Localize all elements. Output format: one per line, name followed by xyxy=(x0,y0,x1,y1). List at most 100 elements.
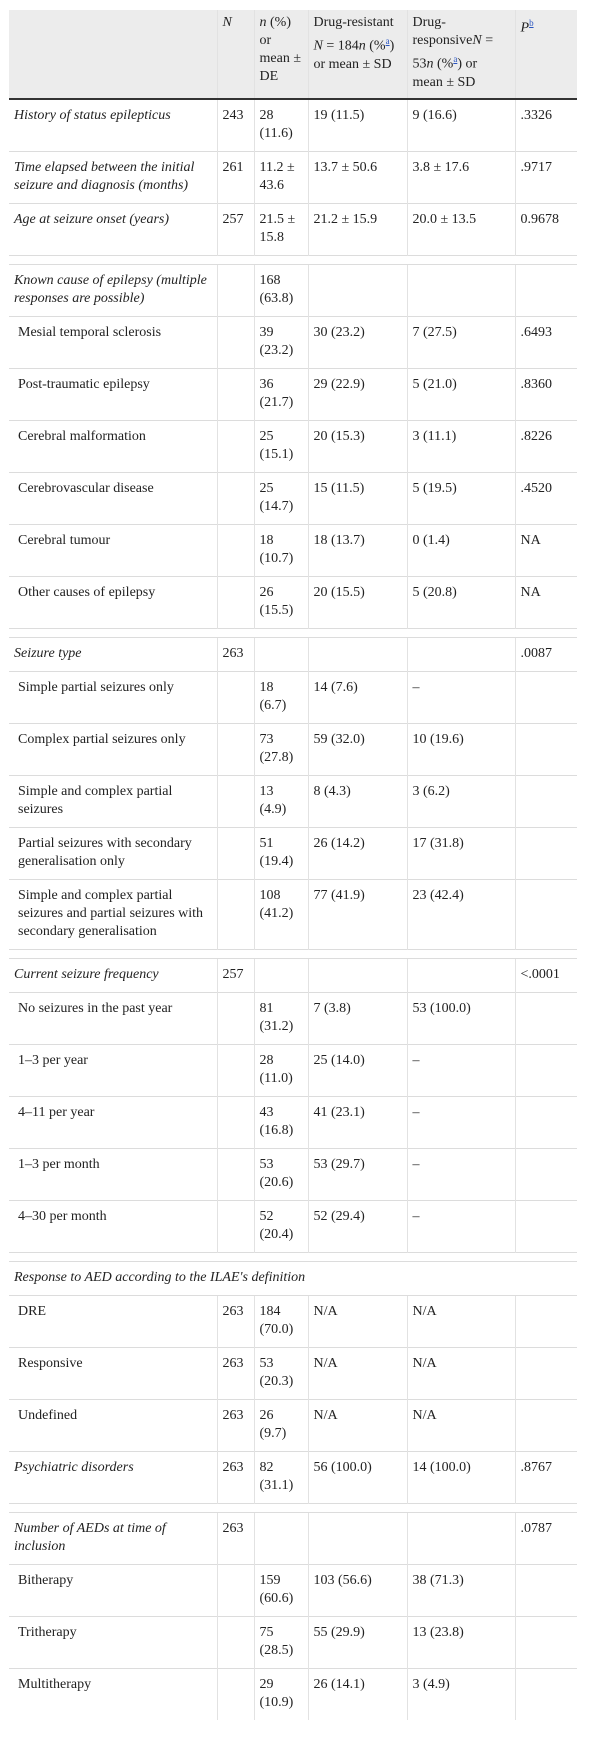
table-cell: 21.5 ± 15.8 xyxy=(253,202,308,256)
table-cell xyxy=(216,471,254,525)
table-cell: 30 (23.2) xyxy=(307,315,407,369)
table-row: Cerebral malformation 25 (15.1) 20 (15.3) 3… xyxy=(9,419,577,473)
header-cell: Drug-responsiveN = 53n (%a) or mean ± SD xyxy=(406,10,515,100)
row-label: 4–30 per month xyxy=(9,1199,217,1253)
table-cell: 25 (15.1) xyxy=(253,419,308,473)
table-cell xyxy=(406,263,515,317)
table-cell: 13 (4.9) xyxy=(253,774,308,828)
header-text: Drug-responsive xyxy=(412,15,473,48)
table-cell xyxy=(514,1043,577,1097)
table-cell xyxy=(216,1615,254,1669)
table-cell xyxy=(216,315,254,369)
table-row: 4–11 per year 43 (16.8) 41 (23.1) – xyxy=(9,1095,577,1149)
table-cell: 3 (6.2) xyxy=(406,774,515,828)
header-symbol: n xyxy=(358,38,366,54)
table-cell: 19 (11.5) xyxy=(307,98,407,152)
table-cell: 257 xyxy=(216,202,254,256)
table-cell xyxy=(514,670,577,724)
table-row: Simple and complex partial seizures and … xyxy=(9,878,577,950)
table-cell: 25 (14.0) xyxy=(307,1043,407,1097)
table-cell: 159 (60.6) xyxy=(253,1563,308,1617)
table-cell xyxy=(216,1667,254,1720)
table-cell: – xyxy=(406,1199,515,1253)
table-cell xyxy=(514,263,577,317)
table-row: Simple partial seizures only 18 (6.7) 14 (… xyxy=(9,670,577,724)
table-cell xyxy=(307,957,407,993)
row-label: Partial seizures with secondary generali… xyxy=(9,826,217,880)
row-label: Age at seizure onset (years) xyxy=(9,202,217,256)
table-cell: 36 (21.7) xyxy=(253,367,308,421)
footnote-link[interactable]: a xyxy=(453,54,458,64)
table-cell: 13 (23.8) xyxy=(406,1615,515,1669)
table-cell: 51 (19.4) xyxy=(253,826,308,880)
table-cell: N/A xyxy=(307,1398,407,1452)
footnote-ref: a xyxy=(453,52,457,65)
row-label: 1–3 per month xyxy=(9,1147,217,1201)
table-cell xyxy=(216,722,254,776)
row-label: Seizure type xyxy=(9,636,217,672)
table-cell xyxy=(514,1199,577,1253)
table-cell: 3 (4.9) xyxy=(406,1667,515,1720)
footnote-link[interactable]: b xyxy=(529,18,534,28)
table-cell: 43 (16.8) xyxy=(253,1095,308,1149)
table-cell xyxy=(216,1147,254,1201)
table-cell: 41 (23.1) xyxy=(307,1095,407,1149)
table-cell: N/A xyxy=(406,1398,515,1452)
footnote-ref: a xyxy=(386,34,390,47)
table-cell: 17 (31.8) xyxy=(406,826,515,880)
table-cell xyxy=(216,991,254,1045)
table-cell xyxy=(216,263,254,317)
table-cell: 184 (70.0) xyxy=(253,1294,308,1348)
header-symbol: N xyxy=(472,33,482,48)
table-cell: .8360 xyxy=(514,367,577,421)
table-cell: 263 xyxy=(216,1450,254,1504)
spacer-row xyxy=(9,948,577,959)
table-cell: 9 (16.6) xyxy=(406,98,515,152)
table-cell: – xyxy=(406,670,515,724)
table-cell: 29 (10.9) xyxy=(253,1667,308,1720)
table-cell: 14 (7.6) xyxy=(307,670,407,724)
table-cell xyxy=(216,575,254,629)
table-cell: 10 (19.6) xyxy=(406,722,515,776)
row-label: Bitherapy xyxy=(9,1563,217,1617)
footnote-link[interactable]: a xyxy=(385,36,390,46)
table-cell: .0087 xyxy=(514,636,577,672)
table-cell: 7 (3.8) xyxy=(307,991,407,1045)
table-cell: 168 (63.8) xyxy=(253,263,308,317)
header-symbol: N xyxy=(222,15,232,30)
table-row: Psychiatric disorders 263 82 (31.1) 56 (100… xyxy=(9,1450,577,1504)
table-cell: 26 (14.2) xyxy=(307,826,407,880)
table-row: Current seizure frequency 257 <.0001 xyxy=(9,957,577,993)
table-cell: 20 (15.3) xyxy=(307,419,407,473)
header-text: = 53 xyxy=(412,33,494,72)
row-label: Cerebrovascular disease xyxy=(9,471,217,525)
table-cell xyxy=(514,722,577,776)
spacer-cell xyxy=(9,627,577,638)
table-cell xyxy=(514,878,577,950)
table-row: Complex partial seizures only 73 (27.8) 59… xyxy=(9,722,577,776)
table-cell: 263 xyxy=(216,1398,254,1452)
table-cell: 5 (21.0) xyxy=(406,367,515,421)
table-cell xyxy=(216,878,254,950)
header-text: Drug-resistant xyxy=(313,15,394,30)
table-cell: 56 (100.0) xyxy=(307,1450,407,1504)
table-row: Seizure type 263 .0087 xyxy=(9,636,577,672)
spacer-cell xyxy=(9,948,577,959)
header-cell: Pb xyxy=(514,10,577,100)
table-cell xyxy=(406,1511,515,1565)
table-cell xyxy=(514,1346,577,1400)
table-cell: 53 (29.7) xyxy=(307,1147,407,1201)
table-cell xyxy=(216,1043,254,1097)
table-cell xyxy=(307,636,407,672)
table-cell: 26 (15.5) xyxy=(253,575,308,629)
table-row: Bitherapy 159 (60.6) 103 (56.6) 38 (71.3) xyxy=(9,1563,577,1617)
header-symbol: n xyxy=(259,15,267,30)
row-label: Current seizure frequency xyxy=(9,957,217,993)
table-cell xyxy=(216,826,254,880)
table-cell: .4520 xyxy=(514,471,577,525)
table-row: Mesial temporal sclerosis 39 (23.2) 30 (23… xyxy=(9,315,577,369)
table-cell: .6493 xyxy=(514,315,577,369)
table-cell: 0.9678 xyxy=(514,202,577,256)
